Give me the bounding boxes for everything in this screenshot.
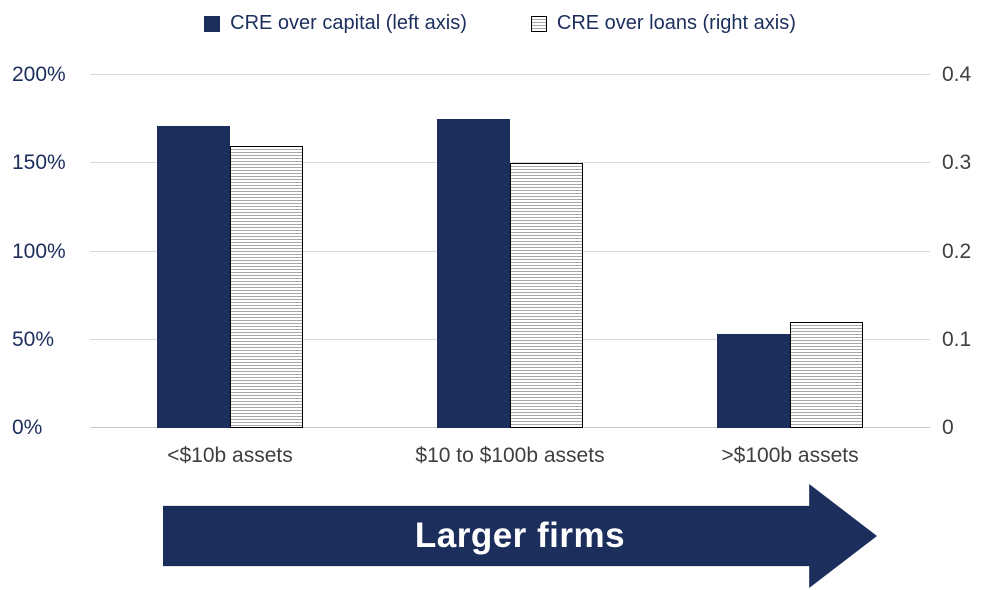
striped-swatch-icon [530,15,547,32]
left-axis-tick: 200% [12,63,66,86]
bar-group [370,75,650,428]
legend-label: CRE over loans (right axis) [556,12,796,34]
cre-over-capital-bar [157,126,230,428]
left-axis-tick: 50% [12,327,55,351]
gridline [90,162,930,164]
category-label: $10 to $100b assets [415,444,605,467]
cre-over-loans-bar [510,163,583,428]
cre-over-loans-bar [230,145,303,428]
right-axis-labels: 0 0.1 0.2 0.3 0.4 [942,64,998,439]
larger-firms-arrow: Larger firms [163,484,877,588]
left-axis-tick: 150% [12,151,66,175]
chart-legend: CRE over capital (left axis) CRE over loa… [0,12,1000,35]
cre-over-capital-bar [437,119,510,428]
legend-item: CRE over capital (left axis) [204,12,467,35]
arrow-label: Larger firms [414,516,626,555]
right-axis-tick: 0.1 [942,327,972,351]
category-label: >$100b assets [721,444,859,467]
cre-over-capital-bar [717,334,790,428]
bar-group [90,75,370,428]
left-axis-tick: 0% [12,416,43,439]
legend-label: CRE over capital (left axis) [230,12,467,34]
right-axis-tick: 0.2 [942,239,972,263]
right-axis-tick: 0.3 [942,151,972,175]
plot-area [90,74,930,428]
bar-group [650,75,930,428]
right-axis-tick: 0 [942,416,954,439]
left-axis-labels: 0% 50% 100% 150% 200% [12,64,84,439]
cre-over-loans-bar [790,322,863,428]
left-axis-tick: 100% [12,239,66,263]
legend-item: CRE over loans (right axis) [530,12,796,35]
gridline [90,74,930,75]
right-axis-tick: 0.4 [942,63,972,86]
solid-navy-swatch-icon [204,15,221,32]
category-label: <$10b assets [167,444,293,467]
x-axis-labels: <$10b assets $10 to $100b assets >$100b as… [90,444,930,468]
